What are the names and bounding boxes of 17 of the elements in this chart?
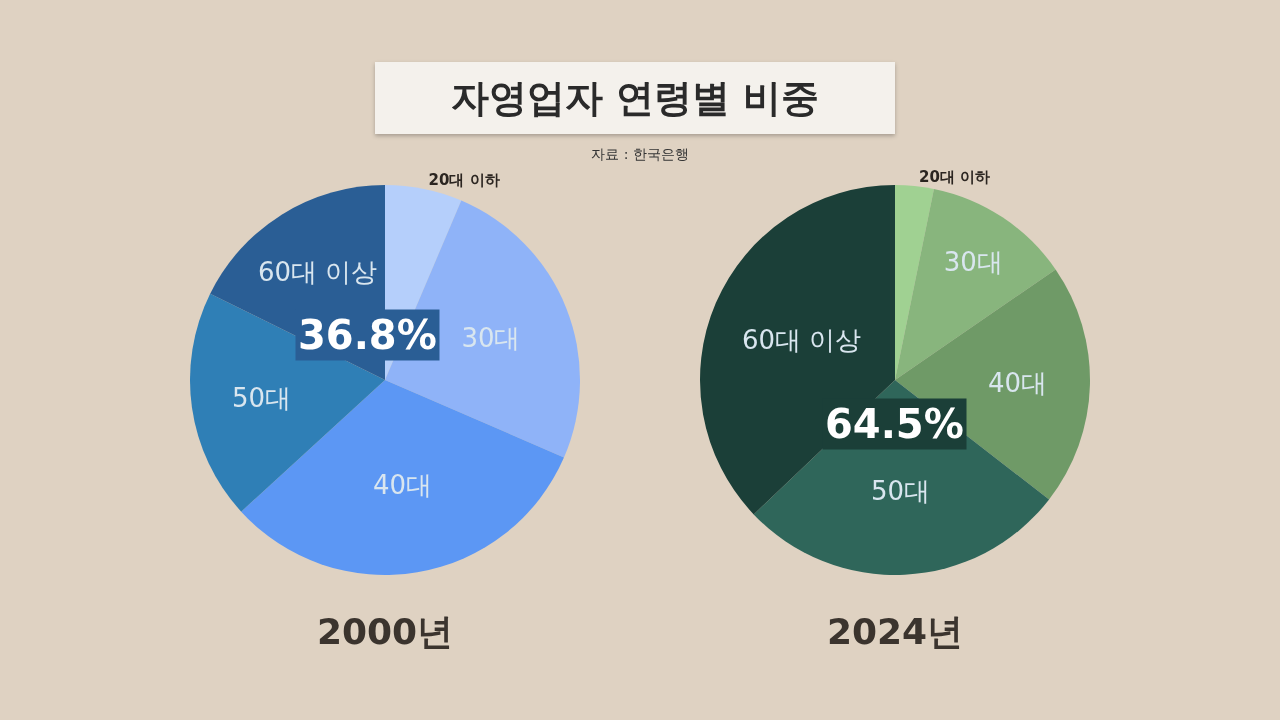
slice-label: 60대 이상 xyxy=(741,324,862,355)
slice-label: 20대 이하 xyxy=(919,168,991,187)
text: 2024년 xyxy=(825,610,965,654)
pie-slice xyxy=(895,185,934,380)
slice-label: 60대 이상 xyxy=(257,256,378,287)
slice-label: 20대 이하 xyxy=(428,171,500,190)
slice-label: 30대 xyxy=(461,322,521,353)
chart-title: 자영업자 연령별 비중 xyxy=(375,62,895,134)
text: 36.8% xyxy=(298,312,437,358)
slice-label: 40대 xyxy=(373,469,433,500)
text: 자료 : 한국은행 xyxy=(590,146,690,164)
slice-label: 50대 xyxy=(871,475,931,506)
text: 2000년 xyxy=(315,610,455,654)
text: 64.5% xyxy=(825,401,964,447)
slice-label: 30대 xyxy=(943,246,1003,277)
slice-label: 50대 xyxy=(232,382,292,413)
slice-label: 40대 xyxy=(988,368,1048,399)
